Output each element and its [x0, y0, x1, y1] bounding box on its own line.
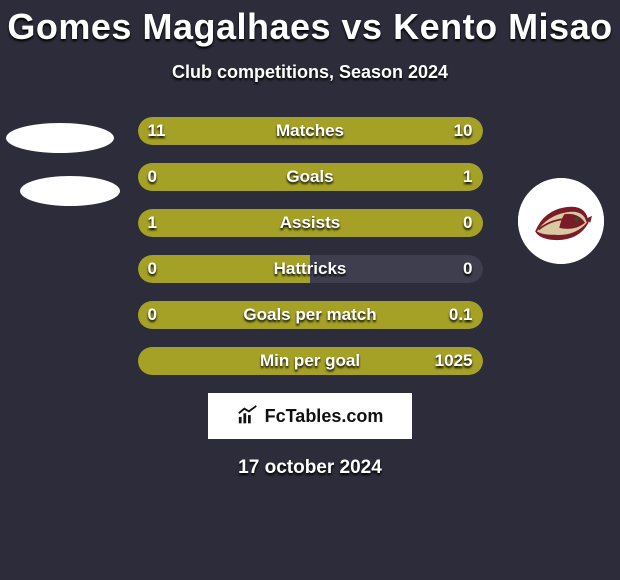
stat-row: Goals per match0 0.1	[138, 301, 483, 329]
stat-value-right: 0.1	[449, 305, 473, 325]
stat-value-right: 0	[463, 259, 472, 279]
stat-value-right: 1	[463, 167, 472, 187]
stat-value-left: 11	[148, 121, 166, 141]
stat-value-right: 0	[463, 213, 472, 233]
stat-value-left: 0	[148, 259, 157, 279]
stat-label: Hattricks	[138, 259, 483, 279]
subtitle: Club competitions, Season 2024	[0, 62, 620, 83]
stat-label: Matches	[138, 121, 483, 141]
stat-value-left: 0	[148, 167, 157, 187]
stat-row: Goals0 1	[138, 163, 483, 191]
brand-text: FcTables.com	[265, 406, 384, 427]
stat-value-right: 10	[454, 121, 473, 141]
stat-value-left: 0	[148, 305, 157, 325]
stat-label: Goals per match	[138, 305, 483, 325]
stat-label: Min per goal	[138, 351, 483, 371]
chart-icon	[237, 405, 259, 427]
stat-value-right: 1025	[435, 351, 473, 371]
stat-row: Min per goal1025	[138, 347, 483, 375]
stat-row: Hattricks0 0	[138, 255, 483, 283]
stat-row: Assists1 0	[138, 209, 483, 237]
stat-row: Matches11 10	[138, 117, 483, 145]
stat-label: Goals	[138, 167, 483, 187]
stat-value-left: 1	[148, 213, 157, 233]
stat-label: Assists	[138, 213, 483, 233]
page-title: Gomes Magalhaes vs Kento Misao	[0, 0, 620, 48]
brand-badge: FcTables.com	[208, 393, 412, 439]
comparison-chart: Matches1110Goals01Assists10Hattricks00Go…	[0, 117, 620, 375]
date-text: 17 october 2024	[0, 457, 620, 479]
